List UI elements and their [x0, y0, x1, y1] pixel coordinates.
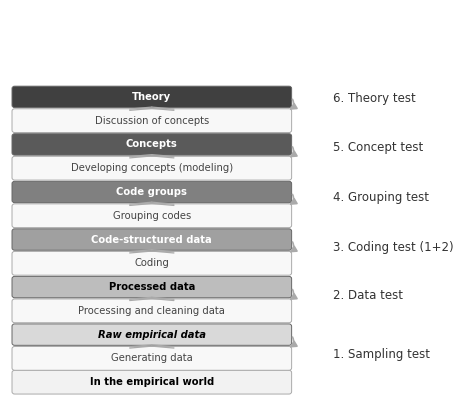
FancyArrowPatch shape	[291, 194, 297, 204]
Text: Generating data: Generating data	[111, 354, 193, 363]
Text: Raw empirical data: Raw empirical data	[98, 330, 206, 340]
Text: Discussion of concepts: Discussion of concepts	[95, 116, 209, 126]
FancyArrowPatch shape	[291, 147, 297, 156]
Text: 6. Theory test: 6. Theory test	[333, 92, 416, 105]
Text: Theory: Theory	[132, 92, 172, 102]
Text: 4. Grouping test: 4. Grouping test	[333, 191, 429, 204]
Text: 1. Sampling test: 1. Sampling test	[333, 348, 430, 361]
Text: 5. Concept test: 5. Concept test	[333, 142, 423, 154]
FancyBboxPatch shape	[12, 229, 292, 250]
Text: Concepts: Concepts	[126, 139, 178, 149]
Text: Coding: Coding	[135, 258, 169, 268]
Text: In the empirical world: In the empirical world	[90, 377, 214, 387]
FancyBboxPatch shape	[12, 324, 292, 345]
FancyBboxPatch shape	[12, 86, 292, 108]
FancyArrowPatch shape	[291, 99, 297, 109]
FancyBboxPatch shape	[12, 109, 292, 132]
FancyArrowPatch shape	[291, 290, 297, 299]
Text: Code groups: Code groups	[117, 187, 187, 197]
FancyBboxPatch shape	[12, 204, 292, 228]
FancyBboxPatch shape	[12, 346, 292, 370]
FancyBboxPatch shape	[12, 277, 292, 298]
Text: Grouping codes: Grouping codes	[113, 211, 191, 221]
FancyBboxPatch shape	[12, 251, 292, 275]
Text: Developing concepts (modeling): Developing concepts (modeling)	[71, 163, 233, 173]
Text: Processed data: Processed data	[109, 282, 195, 292]
FancyArrowPatch shape	[291, 242, 297, 252]
Text: 3. Coding test (1+2): 3. Coding test (1+2)	[333, 241, 454, 253]
Text: Processing and cleaning data: Processing and cleaning data	[78, 306, 225, 316]
FancyBboxPatch shape	[12, 370, 292, 394]
FancyArrowPatch shape	[291, 337, 297, 347]
FancyBboxPatch shape	[12, 134, 292, 155]
Text: Code-structured data: Code-structured data	[91, 235, 212, 245]
FancyBboxPatch shape	[12, 299, 292, 323]
FancyBboxPatch shape	[12, 181, 292, 203]
FancyBboxPatch shape	[12, 156, 292, 180]
Text: 2. Data test: 2. Data test	[333, 289, 403, 302]
